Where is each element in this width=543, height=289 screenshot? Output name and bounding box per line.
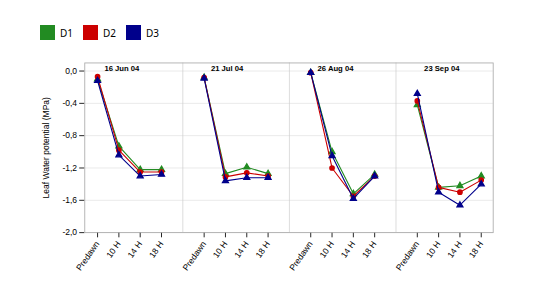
svg-text:Leaf Water potential (MPa): Leaf Water potential (MPa) xyxy=(41,97,51,199)
svg-text:Predawn: Predawn xyxy=(394,239,422,271)
svg-text:18 H: 18 H xyxy=(360,239,379,259)
svg-text:26 Aug 04: 26 Aug 04 xyxy=(318,64,355,73)
svg-text:23 Sep 04: 23 Sep 04 xyxy=(424,64,460,73)
svg-text:21 Jul 04: 21 Jul 04 xyxy=(211,64,244,73)
svg-text:-1,6: -1,6 xyxy=(62,195,77,205)
svg-text:-0,8: -0,8 xyxy=(62,130,77,140)
svg-text:-0,4: -0,4 xyxy=(62,98,77,108)
svg-text:0,0: 0,0 xyxy=(65,66,77,76)
svg-text:10 H: 10 H xyxy=(317,239,336,259)
html-text:D1: D1 xyxy=(60,25,73,40)
svg-text:18 H: 18 H xyxy=(467,239,486,259)
svg-text:Predawn: Predawn xyxy=(287,239,315,271)
svg-text:14 H: 14 H xyxy=(232,239,251,259)
svg-text:16 Jun 04: 16 Jun 04 xyxy=(104,64,140,73)
svg-text:14 H: 14 H xyxy=(339,239,358,259)
svg-text:-1,2: -1,2 xyxy=(62,163,77,173)
svg-text:Predawn: Predawn xyxy=(74,239,102,271)
html-text:D2: D2 xyxy=(103,25,117,40)
svg-text:14 H: 14 H xyxy=(445,239,464,259)
svg-text:14 H: 14 H xyxy=(126,239,145,259)
svg-text:-2,0: -2,0 xyxy=(62,227,77,237)
svg-text:18 H: 18 H xyxy=(253,239,272,259)
svg-text:10 H: 10 H xyxy=(211,239,230,259)
svg-text:18 H: 18 H xyxy=(147,239,166,259)
svg-text:10 H: 10 H xyxy=(424,239,443,259)
svg-text:10 H: 10 H xyxy=(104,239,123,259)
html-text:D3: D3 xyxy=(146,25,160,40)
svg-text:Predawn: Predawn xyxy=(181,239,209,271)
